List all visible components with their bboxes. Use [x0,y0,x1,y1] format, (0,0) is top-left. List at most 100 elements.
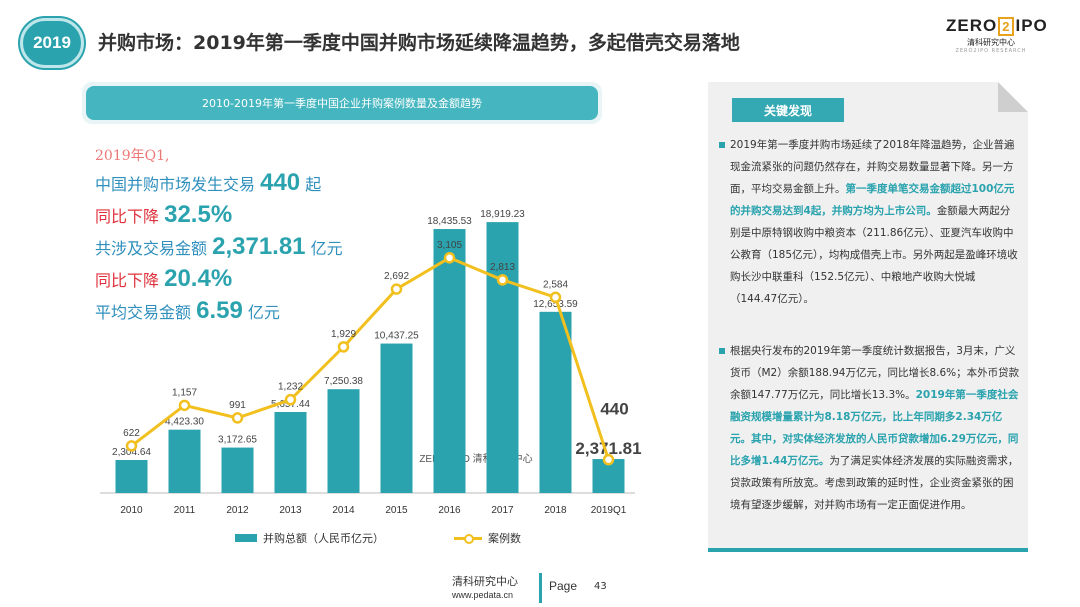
case-count-label: 1,929 [331,329,356,340]
amount-value: 2,371.81 [212,233,306,260]
logo-text-zero: ZERO [946,16,998,35]
case-count-label: 2,692 [384,271,409,282]
case-count-point-2015 [390,283,403,295]
legend-bar-label: 并购总额（人民币亿元） [263,532,384,545]
bar-2016 [433,229,466,493]
footer-url[interactable]: www.pedata.cn [452,590,514,600]
case-count-point-2014 [337,341,350,353]
summary-line-deals-yoy: 同比下降 32.5% [95,201,232,229]
legend-item-bar: 并购总额（人民币亿元） [235,530,384,546]
amount-yoy-value: 20.4% [164,265,233,292]
bar-2013 [274,411,307,493]
case-count-point-2019Q1 [602,453,615,466]
bullet-icon [719,142,725,148]
key-findings-title: 关键发现 [732,98,844,122]
deals-yoy-value: 32.5% [164,201,233,228]
bar-value-label: 12,653.59 [533,299,578,310]
case-count-point-2010 [125,440,138,452]
legend-item-line: 案例数 [454,530,521,546]
footer-org: 清科研究中心 [452,575,518,588]
x-tick-label: 2014 [332,505,355,516]
bar-2014 [327,389,360,493]
bar-value-label: 10,437.25 [374,331,419,342]
logo-subtitle: 清科研究中心 [967,38,1015,47]
case-count-label: 2,584 [543,279,568,290]
deals-unit: 起 [305,175,322,194]
footer-page-label: Page [549,579,578,593]
average-value: 6.59 [196,297,243,324]
x-tick-label: 2010 [120,505,143,516]
finding-2-highlight: 2019年第一季度社会融资规模增量累计为8.18万亿元，比上年同期多2.34万亿… [730,389,1019,467]
summary-line-amount-yoy: 同比下降 20.4% [95,265,232,293]
case-count-point-2017 [496,274,509,286]
amount-yoy-label: 同比下降 [95,271,160,290]
x-tick-label: 2015 [385,505,408,516]
footer-page-number: 43 [594,581,607,592]
case-count-label: 991 [229,400,246,411]
amount-unit: 亿元 [310,239,343,258]
bar-2010 [115,460,148,493]
summary-period: 2019年Q1, [95,148,170,164]
page-fold-corner [998,82,1028,112]
case-count-line [130,256,610,461]
logo-text-two: 2 [998,17,1015,36]
bar-2018 [539,311,572,493]
case-count-label: 1,157 [172,387,197,398]
case-count-label: 622 [123,428,140,439]
deals-yoy-label: 同比下降 [95,207,160,226]
bar-2011 [168,429,201,493]
average-unit: 亿元 [247,303,280,322]
x-tick-label: 2011 [174,505,196,516]
bar-value-label: 4,423.30 [165,417,204,428]
bar-2015 [380,343,413,493]
x-tick-label: 2013 [279,505,302,516]
chart-legend: 并购总额（人民币亿元） 案例数 [235,530,521,546]
chart-banner-title: 2010-2019年第一季度中国企业并购案例数量及金额趋势 [86,86,598,120]
x-tick-label: 2018 [544,505,567,516]
bar-value-label: 2,371.81 [575,439,641,458]
top-bar: 2019 并购市场：2019年第一季度中国并购市场延续降温趋势，多起借壳交易落地… [0,0,1080,86]
case-count-point-2011 [178,399,191,412]
zero2ipo-logo: ZERO 2 IPO 清科研究中心 ZERO2IPO RESEARCH [946,16,1047,60]
case-count-point-2012 [231,412,244,424]
footer-separator [539,573,542,603]
bar-2017 [486,222,519,493]
finding-1-text-b: 金额最大两起分别是中原特钢收购中粮资本（211.86亿元）、亚夏汽车收购中公教育… [730,205,1018,305]
x-tick-label: 2012 [226,505,249,516]
bar-value-label: 18,435.53 [427,216,472,227]
logo-subtitle-en: ZERO2IPO RESEARCH [955,48,1027,54]
bar-value-label: 3,172.65 [218,435,257,446]
legend-line-swatch [454,533,482,544]
x-tick-label: 2016 [438,505,461,516]
bar-value-label: 7,250.38 [324,376,363,387]
bar-value-label: 18,919.23 [480,209,525,220]
legend-line-label: 案例数 [488,532,521,545]
ma-trend-chart: ZERO2IPO 清科研究中心2,304.6420104,423.3020113… [100,209,642,516]
finding-1-text-a: 2019年第一季度并购市场延续了2018年降温趋势，企业普遍现金流紧张的问题仍然… [730,139,1015,195]
year-badge: 2019 [20,18,84,68]
case-count-label: 440 [600,400,628,419]
finding-paragraph-1: 2019年第一季度并购市场延续了2018年降温趋势，企业普遍现金流紧张的问题仍然… [714,134,1020,310]
summary-line-deals: 中国并购市场发生交易 440 起 [95,169,321,197]
x-tick-label: 2017 [491,505,514,516]
bar-value-label: 2,304.64 [112,447,151,458]
panel-bottom-rule [708,548,1028,552]
finding-1-highlight: 第一季度单笔交易金额超过100亿元的并购交易达到4起，并购方均为上市公司。 [730,183,1015,217]
case-count-point-2013 [284,393,297,406]
legend-bar-swatch [235,534,257,542]
case-count-label: 1,232 [278,382,303,393]
case-count-point-2018 [549,291,562,304]
key-findings-panel: 关键发现 2019年第一季度并购市场延续了2018年降温趋势，企业普遍现金流紧张… [708,82,1028,552]
x-tick-label: 2019Q1 [591,505,627,516]
footer: 清科研究中心 www.pedata.cn Page 43 [0,565,1080,607]
finding-paragraph-2: 根据央行发布的2019年第一季度统计数据报告，3月末，广义货币（M2）余额188… [714,340,1020,516]
bullet-icon [719,348,725,354]
bar-2012 [221,447,254,493]
amount-label: 共涉及交易金额 [95,239,208,258]
finding-2-text-a: 根据央行发布的2019年第一季度统计数据报告，3月末，广义货币（M2）余额188… [730,345,1020,401]
finding-2-text-b: 为了满足实体经济发展的实际融资需求，贷款政策有所放宽。考虑到政策的延时性，企业资… [730,455,1019,511]
case-count-point-2016 [443,252,456,264]
average-label: 平均交易金额 [95,303,192,322]
deals-label: 中国并购市场发生交易 [95,175,256,194]
page-title: 并购市场：2019年第一季度中国并购市场延续降温趋势，多起借壳交易落地 [98,32,740,54]
